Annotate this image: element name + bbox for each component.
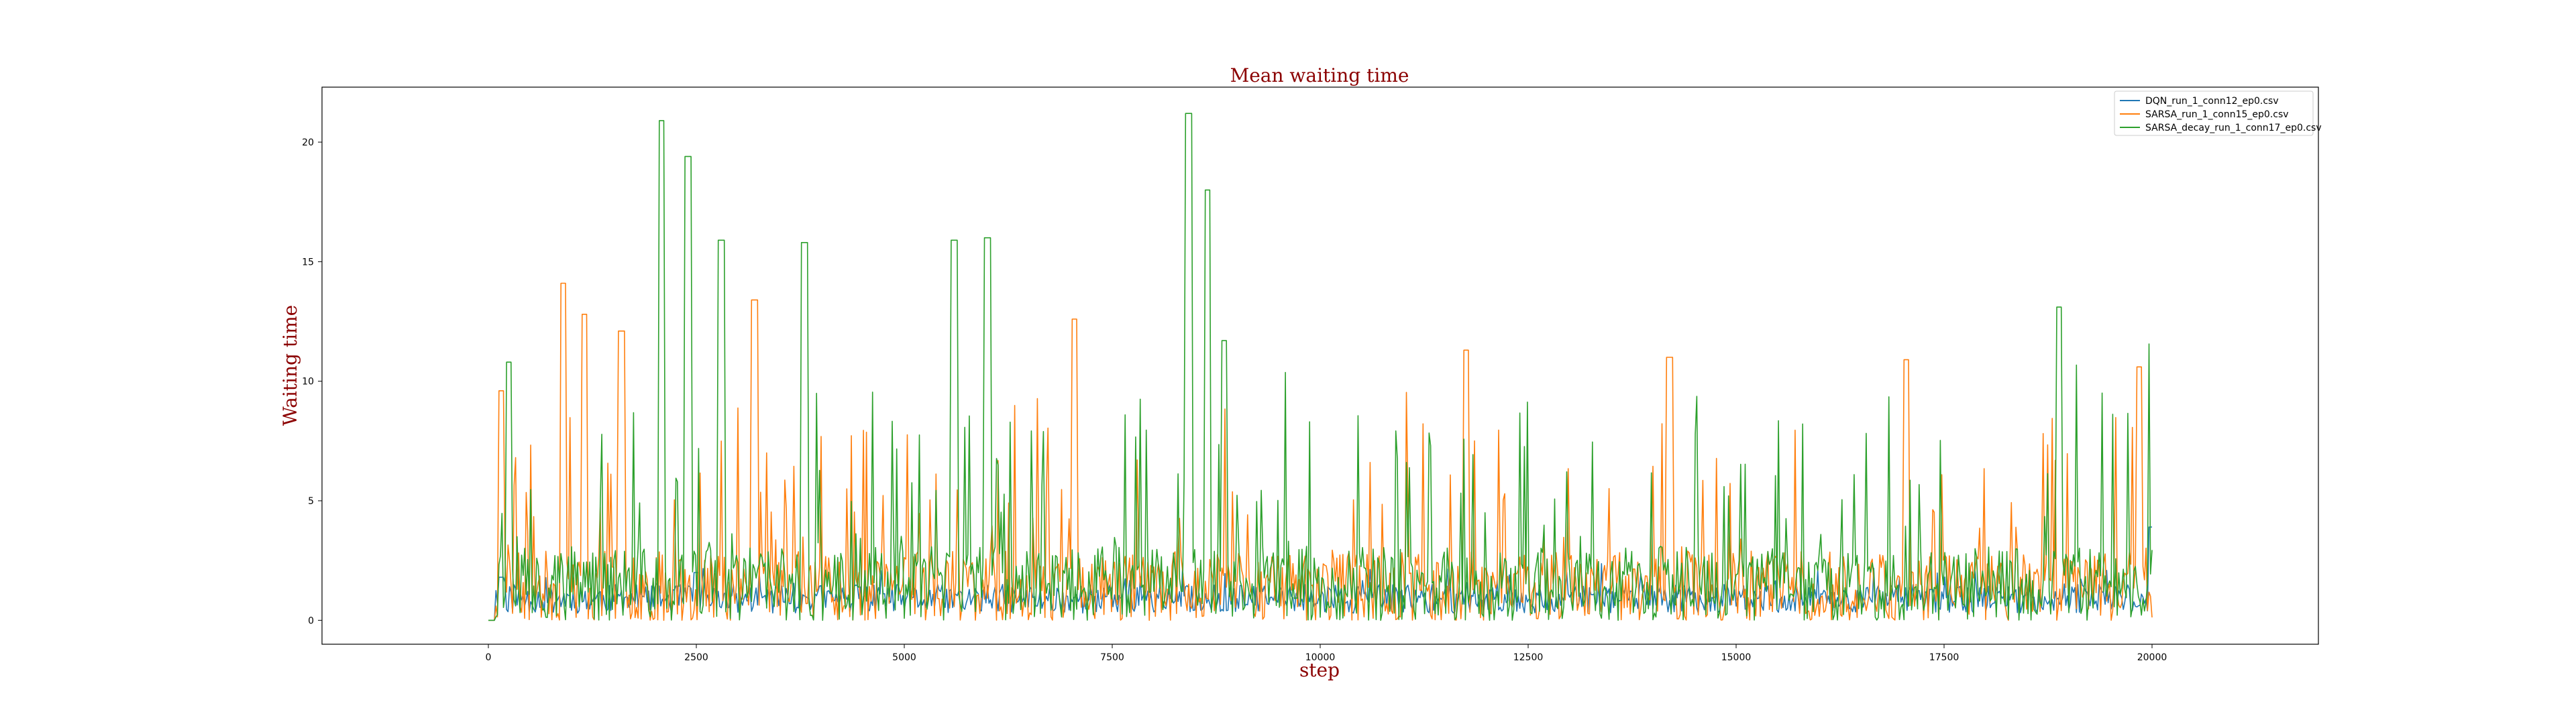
legend-entry-label: SARSA_decay_run_1_conn17_ep0.csv: [2145, 123, 2322, 133]
x-tick-label: 17500: [1929, 652, 1960, 663]
series-line-3: [488, 113, 2153, 621]
x-tick-label: 10000: [1305, 652, 1336, 663]
legend-entry-label: SARSA_run_1_conn15_ep0.csv: [2145, 109, 2289, 120]
x-axis-label: step: [1299, 659, 1340, 681]
y-tick-label: 10: [302, 377, 314, 387]
x-tick-label: 0: [486, 652, 492, 663]
plot-frame: [321, 86, 2319, 645]
x-tick-label: 7500: [1100, 652, 1124, 663]
legend-entry-label: DQN_run_1_conn12_ep0.csv: [2145, 96, 2279, 107]
plot-area: [488, 113, 2153, 621]
x-tick-label: 5000: [892, 652, 916, 663]
legend: DQN_run_1_conn12_ep0.csv SARSA_run_1_conn…: [2114, 90, 2322, 136]
x-tick-label: 15000: [1721, 652, 1752, 663]
legend-box: [2114, 90, 2314, 136]
y-tick-label: 5: [308, 496, 314, 507]
chart-title: Mean waiting time: [1230, 64, 1409, 86]
y-tick-label: 15: [302, 257, 314, 267]
y-axis-label: Waiting time: [279, 305, 301, 426]
y-tick-label: 0: [308, 615, 314, 626]
y-axis-ticks: 0 5 10 15 20: [302, 137, 322, 626]
x-tick-label: 20000: [2137, 652, 2167, 663]
x-tick-label: 12500: [1513, 652, 1544, 663]
x-axis-ticks: 0 2500 5000 7500 10000 12500 15000 17500 20000: [486, 644, 2167, 663]
x-tick-label: 2500: [684, 652, 708, 663]
y-tick-label: 20: [302, 137, 314, 148]
